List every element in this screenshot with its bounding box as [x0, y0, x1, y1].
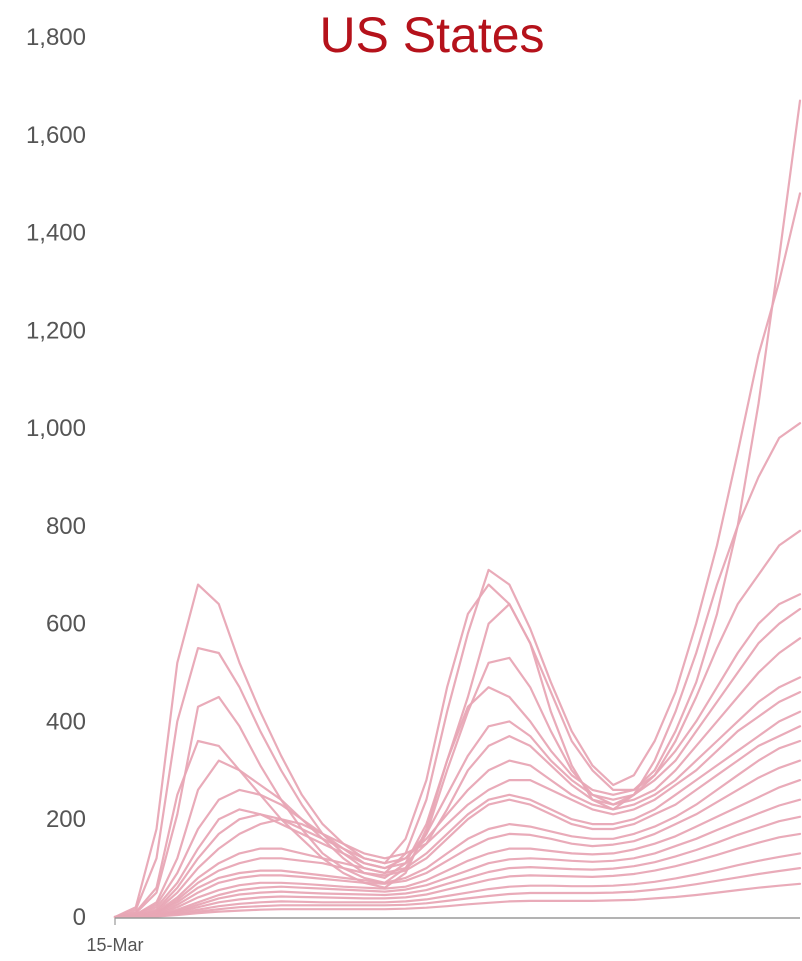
- y-tick-label: 1,200: [26, 317, 86, 344]
- y-tick-label: 200: [46, 806, 86, 833]
- series-line-14: [113, 778, 802, 919]
- y-tick-label: 800: [46, 513, 86, 540]
- x-tick-label: 15-Mar: [86, 935, 143, 955]
- series-line-7: [113, 637, 802, 919]
- chart-title: US States: [319, 7, 544, 63]
- series-line-10: [113, 710, 802, 919]
- series-line-4: [113, 529, 802, 919]
- series-line-5: [113, 593, 802, 919]
- series-line-8: [113, 676, 802, 919]
- series-line-11: [113, 725, 802, 919]
- series-line-13: [113, 759, 802, 919]
- x-axis-ticks: 15-Mar: [86, 918, 144, 955]
- series-line-2: [113, 192, 802, 919]
- y-tick-label: 600: [46, 611, 86, 638]
- series-line-20: [113, 882, 802, 919]
- y-tick-label: 1,800: [26, 24, 86, 51]
- y-tick-label: 1,000: [26, 415, 86, 442]
- y-tick-label: 400: [46, 708, 86, 735]
- series-line-15: [113, 798, 802, 919]
- series-line-19: [113, 866, 802, 919]
- y-tick-label: 0: [73, 904, 86, 931]
- y-tick-label: 1,600: [26, 122, 86, 149]
- y-axis-ticks: 0 200 400 600 800 1,000 1,200 1,400 1,600 1,800: [26, 24, 86, 931]
- series-line-18: [113, 852, 802, 919]
- series-line-3: [113, 422, 802, 919]
- series-line-6: [113, 607, 802, 919]
- series-line-9: [113, 690, 802, 919]
- series-line-16: [113, 815, 802, 919]
- series-line-1: [113, 99, 802, 919]
- series-line-17: [113, 832, 802, 919]
- y-tick-label: 1,400: [26, 220, 86, 247]
- series-line-12: [113, 739, 802, 919]
- series-lines: [113, 99, 802, 919]
